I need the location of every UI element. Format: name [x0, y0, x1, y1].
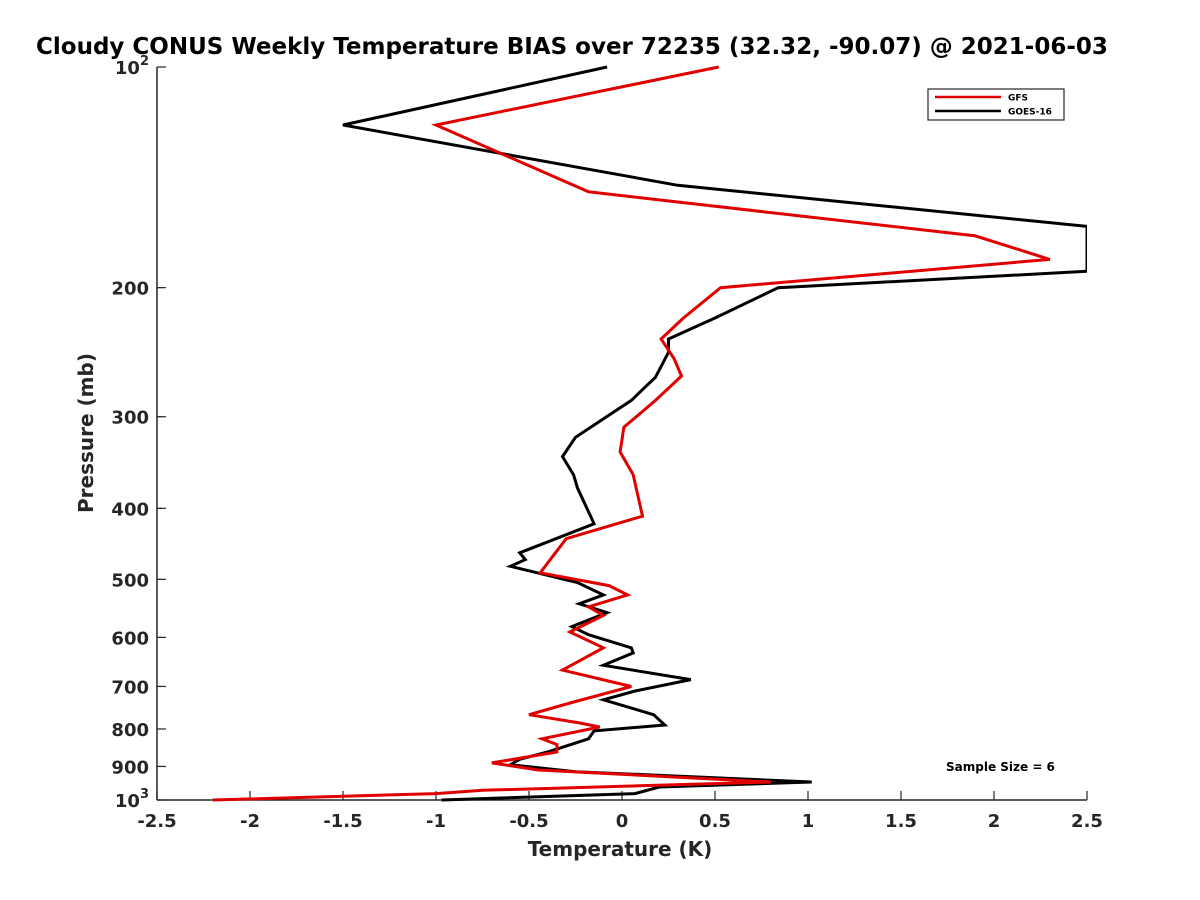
x-tick-label: -1	[426, 811, 446, 832]
x-tick-label: 1.5	[885, 811, 917, 832]
y-tick-label: 900	[111, 757, 149, 778]
y-tick-label: 103	[115, 787, 149, 812]
plot-area: -2.5 -2 -1.5 -1 -0.5 0 0.5 1 1.5 2 2.5 102 200 300 400…	[111, 54, 1103, 832]
chart-title: Cloudy CONUS Weekly Temperature BIAS ove…	[36, 34, 1108, 60]
legend-label-goes16: GOES-16	[1008, 108, 1052, 118]
y-tick-label: 700	[111, 677, 149, 698]
x-tick-label: -2	[240, 811, 260, 832]
x-tick-label: -2.5	[137, 811, 176, 832]
x-tick-label: 0.5	[699, 811, 731, 832]
x-tick-label: -0.5	[509, 811, 548, 832]
legend-box	[927, 88, 1065, 121]
y-tick-label: 300	[111, 408, 149, 429]
y-tick-label: 102	[115, 54, 149, 79]
x-tick-label: 2	[988, 811, 1001, 832]
y-tick-label: 200	[111, 279, 149, 300]
y-axis-label: Pressure (mb)	[74, 353, 98, 513]
y-tick-label: 800	[111, 720, 149, 741]
x-tick-label: 2.5	[1071, 811, 1103, 832]
x-tick-label: -1.5	[323, 811, 362, 832]
x-tick-label: 0	[616, 811, 629, 832]
x-tick-label: 1	[802, 811, 815, 832]
series-layer	[212, 65, 1087, 802]
legend: GFS GOES-16	[927, 88, 1065, 121]
axes: -2.5 -2 -1.5 -1 -0.5 0 0.5 1 1.5 2 2.5 102 200 300 400…	[111, 54, 1103, 832]
series-line-goes16	[342, 65, 1087, 802]
y-tick-label: 400	[111, 499, 149, 520]
legend-label-gfs: GFS	[1008, 94, 1028, 104]
sample-size-annotation: Sample Size = 6	[946, 760, 1055, 774]
y-tick-label: 600	[111, 628, 149, 649]
series-line-gfs	[212, 65, 1051, 802]
x-axis-label: Temperature (K)	[528, 837, 713, 861]
y-tick-label: 500	[111, 570, 149, 591]
